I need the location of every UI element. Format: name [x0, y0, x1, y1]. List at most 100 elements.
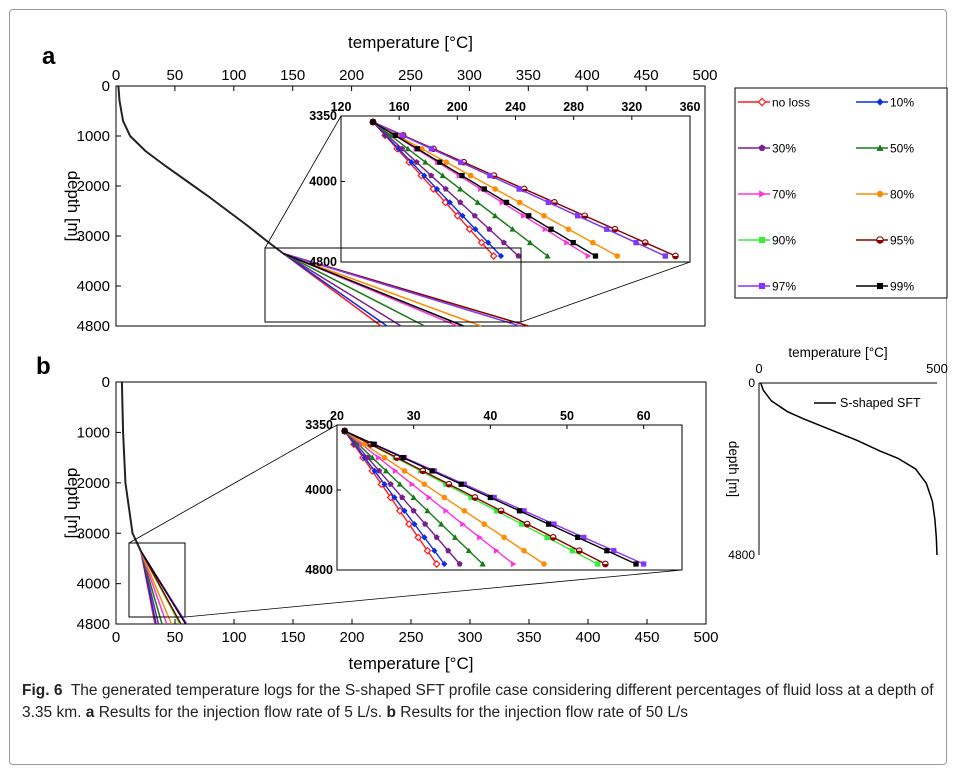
- inset-x-tick-label: 50: [560, 409, 574, 423]
- x-tick-label: 200: [339, 67, 364, 84]
- panel-a-chart: 0 50 100 150 200 250 300 350 400 450 500 0 1000 2000 3…: [64, 33, 718, 335]
- inset-x-tick-label: 360: [680, 100, 701, 114]
- marker: [491, 494, 497, 501]
- marker: [478, 185, 484, 193]
- series-line: [283, 252, 521, 327]
- marker: [633, 561, 639, 567]
- marker: [422, 159, 429, 165]
- marker: [486, 226, 493, 232]
- marker: [493, 547, 500, 554]
- common-profile-line: [120, 381, 142, 552]
- inset-x-tick-label: 30: [407, 409, 421, 423]
- marker: [541, 561, 547, 567]
- legend: no loss 10% 30% 50% 70% 80% 90% 95% 97% 99%: [734, 87, 948, 299]
- legend-item: 99%: [856, 280, 914, 294]
- marker: [395, 145, 402, 152]
- legend-item: no loss: [738, 96, 810, 110]
- marker: [446, 199, 453, 206]
- marker: [399, 145, 406, 152]
- marker: [376, 467, 383, 474]
- series-line: [282, 252, 464, 327]
- marker: [614, 253, 621, 259]
- inset-y-tick-label: 3350: [305, 418, 333, 432]
- marker: [381, 454, 388, 461]
- marker: [612, 229, 618, 232]
- zoom-connector: [264, 115, 342, 249]
- legend-item: 10%: [856, 96, 914, 110]
- marker: [446, 484, 452, 487]
- common-profile-line: [117, 85, 284, 255]
- marker: [441, 560, 448, 568]
- inset-x-tick-label: 160: [389, 100, 410, 114]
- marker: [592, 253, 599, 259]
- marker: [516, 186, 522, 192]
- marker: [565, 226, 572, 232]
- marker: [461, 508, 468, 514]
- legend-item: 80%: [856, 188, 914, 202]
- marker: [581, 534, 587, 541]
- x-tick-label: 0: [112, 67, 120, 84]
- marker: [431, 547, 438, 554]
- marker: [551, 521, 557, 527]
- x-tick-label: 0: [112, 629, 120, 646]
- zoom-box: [128, 542, 186, 618]
- zoom-box: [264, 247, 522, 323]
- caption-label-a: a: [85, 704, 95, 721]
- marker: [420, 470, 426, 474]
- marker: [509, 226, 516, 232]
- marker: [876, 98, 884, 106]
- sft-x-axis-title: temperature [°C]: [788, 345, 887, 360]
- marker: [487, 494, 493, 501]
- legend-item: 97%: [738, 280, 796, 294]
- marker: [642, 242, 649, 246]
- marker: [672, 256, 679, 259]
- y-tick-label: 1000: [77, 128, 110, 145]
- marker: [399, 494, 406, 501]
- caption-text-b: Results for the injection flow rate of 5…: [400, 704, 689, 721]
- marker: [460, 521, 466, 528]
- marker: [381, 481, 388, 488]
- marker: [458, 481, 464, 487]
- sft-y-tick-label: 0: [748, 376, 755, 390]
- sft-y-tick-label: 4800: [728, 548, 755, 562]
- marker: [876, 282, 884, 290]
- panel-a-label: a: [42, 43, 56, 70]
- marker: [516, 508, 523, 514]
- marker: [585, 252, 592, 260]
- marker: [401, 507, 408, 514]
- marker: [524, 524, 530, 527]
- marker: [758, 236, 766, 244]
- y-axis-title: depth [m]: [64, 468, 83, 539]
- marker: [545, 521, 552, 527]
- zoom-connector: [128, 424, 338, 544]
- marker: [541, 213, 547, 219]
- marker: [370, 119, 376, 125]
- x-axis-title: temperature [°C]: [348, 33, 473, 52]
- marker: [521, 508, 527, 514]
- marker: [481, 521, 487, 527]
- marker: [451, 534, 459, 540]
- marker: [437, 159, 443, 165]
- marker: [604, 226, 610, 232]
- legend-label: no loss: [772, 96, 810, 110]
- y-tick-label: 4000: [77, 278, 110, 295]
- marker: [429, 468, 435, 474]
- sft-chart: temperature [°C] 0 500 0 4800 depth [m] S-shap…: [726, 345, 948, 562]
- marker: [371, 441, 377, 447]
- inset-y-tick-label: 4800: [309, 255, 337, 269]
- marker: [342, 428, 348, 434]
- x-tick-label: 500: [693, 629, 718, 646]
- zoom-connector: [520, 261, 691, 323]
- sft-legend-label: S-shaped SFT: [840, 396, 921, 410]
- marker: [641, 561, 647, 567]
- marker: [526, 213, 532, 219]
- series-line: [283, 252, 482, 327]
- marker: [421, 534, 428, 541]
- marker: [477, 534, 483, 541]
- marker: [548, 226, 554, 232]
- marker: [503, 199, 510, 206]
- marker: [545, 199, 551, 206]
- legend-label: 70%: [772, 188, 796, 202]
- y-axis-title: depth [m]: [64, 171, 83, 242]
- marker: [461, 481, 467, 487]
